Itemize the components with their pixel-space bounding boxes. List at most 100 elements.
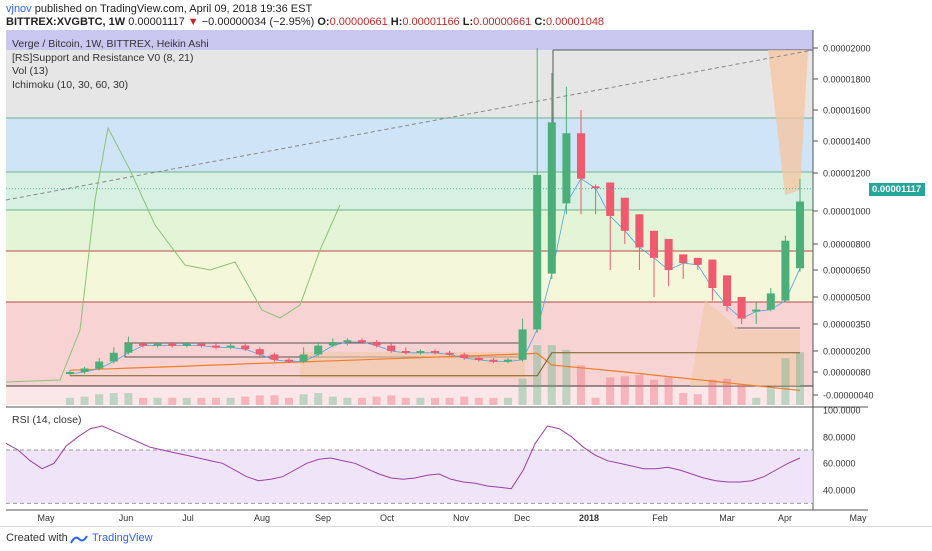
volume-bar [752, 397, 761, 405]
volume-bar [664, 377, 673, 405]
range-box-fill [300, 352, 525, 378]
chart-canvas[interactable]: 0.00002000 0.00001800 0.00001600 0.00001400… [0, 0, 932, 526]
rsi-tick-label: 60.0000 [823, 459, 856, 469]
volume-bar [241, 396, 250, 405]
price-tick-label: 0.00000500 [823, 293, 871, 303]
tradingview-brand-link[interactable]: TradingView [92, 532, 153, 544]
legend-ichimoku-indicator[interactable]: Ichimoku (10, 30, 60, 30) [12, 78, 129, 91]
volume-bar [460, 396, 469, 405]
volume-bar [693, 394, 702, 405]
volume-bar [124, 393, 133, 405]
candle-body [576, 133, 586, 179]
volume-bar [562, 349, 571, 405]
time-tick-label: Jun [119, 513, 134, 523]
candle-body [95, 361, 104, 369]
volume-bar [401, 397, 410, 405]
band-bottom [6, 386, 813, 405]
ichimoku-span-line [70, 352, 800, 377]
volume-bar [766, 388, 775, 405]
candle-body [197, 343, 206, 346]
time-tick-label: Jul [182, 513, 194, 523]
author-link[interactable]: vjnov [6, 3, 32, 15]
rsi-legend[interactable]: RSI (14, close) [12, 414, 82, 426]
candle-body [138, 343, 148, 346]
price-tick-label: 0.00000350 [823, 320, 871, 330]
volume-bar [299, 394, 308, 405]
volume-bar [65, 397, 75, 405]
candle-body [737, 297, 746, 319]
band-blue [6, 118, 813, 172]
volume-bar [314, 393, 323, 405]
candle-body [722, 275, 732, 306]
candle-body [153, 343, 162, 346]
rsi-band [6, 450, 813, 504]
price-tick-label: 0.00002000 [823, 44, 871, 54]
volume-bar [109, 393, 118, 405]
chart-legend: Verge / Bitcoin, 1W, BITTREX, Heikin Ash… [12, 38, 209, 92]
volume-bar [737, 384, 746, 405]
high-value: 0.00001166 [402, 16, 460, 28]
last-price: 0.00001117 [128, 16, 185, 28]
time-tick-label: Dec [514, 513, 531, 523]
price-tick-label: 0.00000800 [823, 240, 871, 250]
volume-bar [518, 378, 527, 405]
volume-bar [474, 397, 483, 405]
rsi-tick-label: 80.0000 [823, 433, 856, 443]
close-label: C: [534, 16, 546, 28]
volume-bar [635, 375, 644, 405]
candle-body [781, 240, 790, 301]
price-axis-bg [813, 30, 868, 405]
volume-bar [576, 365, 586, 405]
volume-bar [591, 397, 600, 405]
price-tick-label: 0.00001000 [823, 207, 871, 217]
volume-bar [387, 395, 396, 405]
volume-bar [211, 397, 221, 405]
candle-body [168, 343, 177, 346]
volume-bar [606, 377, 615, 405]
candle-body [533, 174, 542, 330]
volume-bar [722, 378, 732, 405]
down-arrow-icon: ▼ [187, 16, 199, 28]
candle-body [270, 354, 279, 360]
candle-body [211, 345, 221, 348]
trend-line-dashed [5, 49, 814, 201]
candle-body [649, 230, 659, 258]
volume-bar [649, 379, 659, 405]
band-green [6, 172, 813, 210]
candle-body [708, 259, 717, 288]
volume-bar [255, 395, 264, 405]
volume-bar [197, 397, 206, 405]
volume-bar [547, 345, 556, 405]
volume-bar [357, 397, 367, 405]
band-lightgreen [6, 210, 813, 251]
candle-body [664, 239, 673, 270]
candle-body [606, 182, 615, 216]
candle-body [387, 345, 396, 351]
volume-bar [270, 395, 279, 405]
volume-bar [168, 397, 177, 405]
band-gray [6, 50, 813, 118]
candle-body [416, 351, 425, 353]
ohlc-line: BITTREX:XVGBTC, 1W 0.00001117 ▼ −0.00000… [6, 16, 604, 28]
chart-header: vjnov published on TradingView.com, Apri… [0, 0, 932, 30]
legend-sr-indicator[interactable]: [RS]Support and Resistance V0 (8, 21) [12, 51, 194, 64]
candle-body [503, 359, 513, 362]
candle-body [693, 257, 702, 265]
candle-body [65, 372, 75, 374]
footer: Created with TradingView [0, 526, 932, 551]
candle-body [518, 329, 527, 360]
created-with-text: Created with [6, 532, 68, 544]
candle-body [255, 349, 264, 355]
volume-bar [416, 397, 425, 405]
candle-body [635, 214, 644, 248]
candle-body [343, 340, 352, 343]
candle-body [562, 133, 571, 204]
candle-body [489, 359, 498, 362]
volume-bar [284, 397, 294, 405]
legend-volume-indicator[interactable]: Vol (13) [12, 65, 49, 77]
time-tick-label: Aug [254, 513, 270, 523]
candle-body [445, 352, 454, 355]
chikou-span-line [5, 126, 341, 383]
time-tick-label: 2018 [579, 513, 599, 523]
low-value: 0.00000661 [473, 16, 532, 28]
